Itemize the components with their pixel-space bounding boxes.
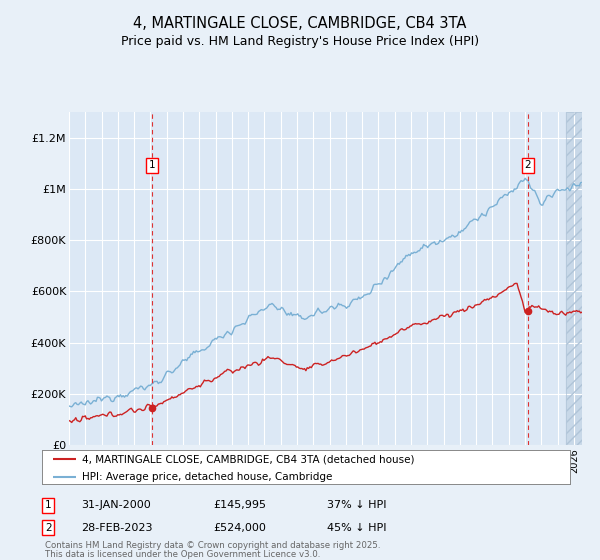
Text: HPI: Average price, detached house, Cambridge: HPI: Average price, detached house, Camb…: [82, 472, 332, 482]
Text: 45% ↓ HPI: 45% ↓ HPI: [327, 522, 386, 533]
Text: 2: 2: [524, 160, 531, 170]
Text: This data is licensed under the Open Government Licence v3.0.: This data is licensed under the Open Gov…: [45, 550, 320, 559]
Text: 4, MARTINGALE CLOSE, CAMBRIDGE, CB4 3TA: 4, MARTINGALE CLOSE, CAMBRIDGE, CB4 3TA: [133, 16, 467, 31]
Text: Contains HM Land Registry data © Crown copyright and database right 2025.: Contains HM Land Registry data © Crown c…: [45, 542, 380, 550]
Text: 1: 1: [45, 500, 52, 510]
Text: 2: 2: [45, 522, 52, 533]
Bar: [566, 112, 582, 445]
Text: 28-FEB-2023: 28-FEB-2023: [81, 522, 152, 533]
Text: 4, MARTINGALE CLOSE, CAMBRIDGE, CB4 3TA (detached house): 4, MARTINGALE CLOSE, CAMBRIDGE, CB4 3TA …: [82, 454, 414, 464]
Text: 37% ↓ HPI: 37% ↓ HPI: [327, 500, 386, 510]
Text: Price paid vs. HM Land Registry's House Price Index (HPI): Price paid vs. HM Land Registry's House …: [121, 35, 479, 48]
Text: £145,995: £145,995: [213, 500, 266, 510]
Text: 1: 1: [148, 160, 155, 170]
Bar: [566, 112, 582, 445]
Text: 31-JAN-2000: 31-JAN-2000: [81, 500, 151, 510]
Text: £524,000: £524,000: [213, 522, 266, 533]
